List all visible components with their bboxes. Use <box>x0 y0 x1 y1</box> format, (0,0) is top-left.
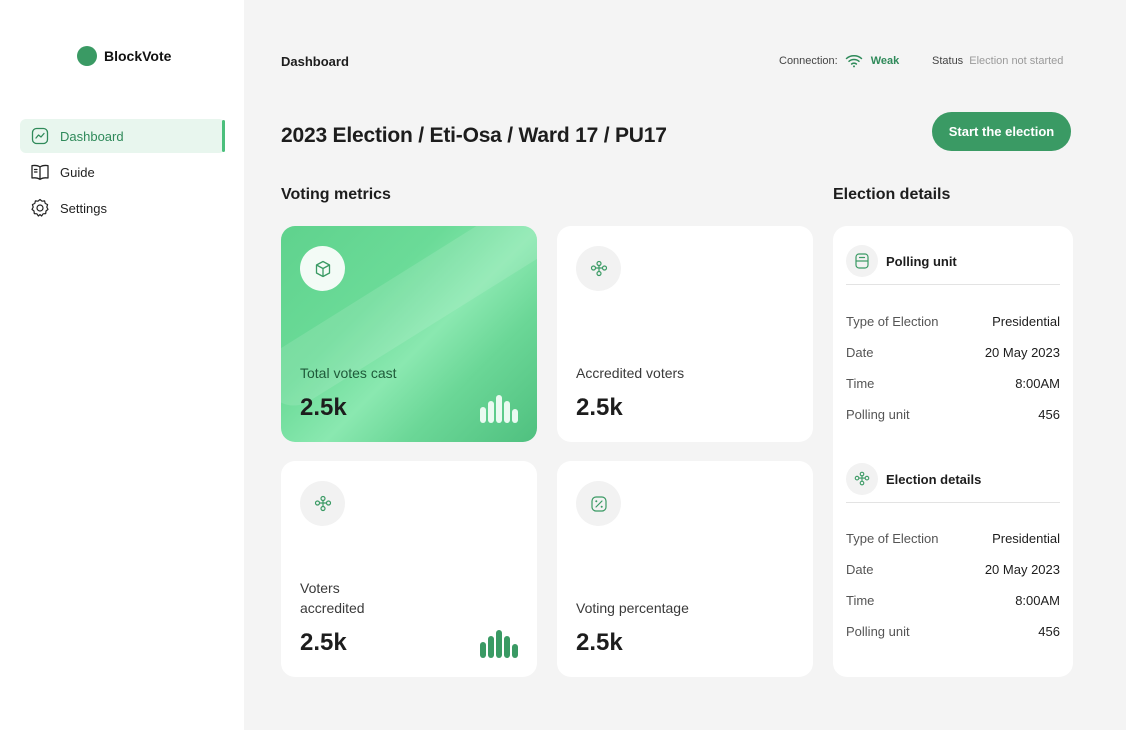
metric-value: 2.5k <box>576 629 623 656</box>
sidebar-item-label: Dashboard <box>60 128 124 144</box>
detail-key: Polling unit <box>846 407 910 422</box>
brand-logo[interactable]: BlockVote <box>77 46 171 66</box>
metric-card-voting-percentage[interactable]: Voting percentage 2.5k <box>557 461 813 677</box>
detail-value: 8:00AM <box>1015 593 1060 608</box>
details-section-header: Polling unit <box>846 245 957 277</box>
users-network-icon <box>846 463 878 495</box>
detail-value: 20 May 2023 <box>984 562 1060 577</box>
bar-chart-icon <box>480 630 518 658</box>
metric-value: 2.5k <box>300 394 347 421</box>
brand-name: BlockVote <box>104 48 172 64</box>
detail-row: Time 8:00AM <box>846 376 1060 391</box>
sidebar: BlockVote Dashboard Guide Settings <box>0 0 244 730</box>
start-election-button[interactable]: Start the election <box>932 112 1071 151</box>
metric-value: 2.5k <box>300 629 347 656</box>
cube-icon <box>300 246 345 291</box>
sidebar-nav: Dashboard Guide Settings <box>20 119 225 227</box>
metric-label-line2: accredited <box>300 600 365 616</box>
detail-row: Time 8:00AM <box>846 593 1060 608</box>
metric-card-voters-accredited[interactable]: Voters accredited 2.5k <box>281 461 537 677</box>
detail-row: Polling unit 456 <box>846 407 1060 422</box>
page-title: 2023 Election / Eti-Osa / Ward 17 / PU17 <box>281 124 667 147</box>
detail-key: Type of Election <box>846 531 939 546</box>
detail-value: 20 May 2023 <box>984 345 1060 360</box>
election-details-title: Election details <box>833 186 951 203</box>
gear-icon <box>30 198 50 218</box>
sidebar-item-dashboard[interactable]: Dashboard <box>20 119 225 153</box>
sidebar-item-guide[interactable]: Guide <box>20 155 225 189</box>
book-icon <box>30 162 50 182</box>
brand-dot-icon <box>77 46 97 66</box>
detail-key: Time <box>846 376 875 391</box>
detail-value: Presidential <box>992 314 1060 329</box>
detail-key: Time <box>846 593 875 608</box>
users-network-icon <box>300 481 345 526</box>
bar-chart-icon <box>480 395 518 423</box>
detail-row: Polling unit 456 <box>846 624 1060 639</box>
detail-row: Date 20 May 2023 <box>846 562 1060 577</box>
wifi-icon <box>845 54 863 68</box>
metric-card-accredited-voters[interactable]: Accredited voters 2.5k <box>557 226 813 442</box>
divider <box>846 502 1060 503</box>
details-section-title: Polling unit <box>886 253 957 269</box>
connection-value: Weak <box>870 55 900 67</box>
sidebar-item-label: Guide <box>60 164 95 180</box>
detail-value: Presidential <box>992 531 1060 546</box>
percent-icon <box>576 481 621 526</box>
metric-label: Voters accredited <box>300 578 365 618</box>
metric-label-line1: Voters <box>300 580 340 596</box>
ballot-box-icon <box>846 245 878 277</box>
header-title: Dashboard <box>281 54 349 69</box>
connection-status: Connection: Weak <box>779 54 899 68</box>
election-details-panel: Polling unit Type of Election Presidentia… <box>833 226 1073 677</box>
detail-key: Type of Election <box>846 314 939 329</box>
detail-key: Date <box>846 562 874 577</box>
detail-row: Date 20 May 2023 <box>846 345 1060 360</box>
status-value: Election not started <box>969 55 1064 67</box>
metric-value: 2.5k <box>576 394 623 421</box>
detail-row: Type of Election Presidential <box>846 314 1060 329</box>
details-section-title: Election details <box>886 471 982 487</box>
connection-label: Connection: <box>779 55 838 67</box>
detail-key: Date <box>846 345 874 360</box>
metric-label: Total votes cast <box>300 365 397 381</box>
election-status: Status Election not started <box>932 55 1063 67</box>
detail-value: 8:00AM <box>1015 376 1060 391</box>
details-section-header: Election details <box>846 463 981 495</box>
metric-card-total-votes[interactable]: Total votes cast 2.5k <box>281 226 537 442</box>
metric-label: Accredited voters <box>576 365 685 381</box>
chart-line-icon <box>30 126 50 146</box>
voting-metrics-title: Voting metrics <box>281 186 391 203</box>
detail-row: Type of Election Presidential <box>846 531 1060 546</box>
sidebar-item-settings[interactable]: Settings <box>20 191 225 225</box>
detail-key: Polling unit <box>846 624 910 639</box>
users-network-icon <box>576 246 621 291</box>
detail-value: 456 <box>1038 407 1060 422</box>
metric-label: Voting percentage <box>576 600 689 616</box>
status-label: Status <box>932 55 964 67</box>
sidebar-item-label: Settings <box>60 200 107 216</box>
detail-value: 456 <box>1038 624 1060 639</box>
divider <box>846 284 1060 285</box>
